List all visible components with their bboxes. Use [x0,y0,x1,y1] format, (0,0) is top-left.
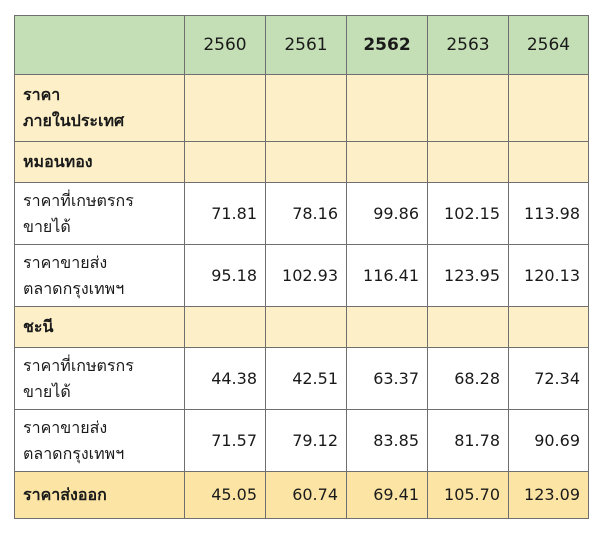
row-label: หมอนทอง [14,141,185,183]
section-row-monthong: หมอนทอง [14,141,589,183]
value-cell: 102.15 [427,182,509,245]
row-label-line: ตลาดกรุงเทพฯ [23,278,125,298]
header-corner-cell [14,15,185,75]
value-cell [346,141,428,183]
value-cell [265,141,347,183]
value-cell: 120.13 [508,244,589,307]
value-cell [427,306,509,348]
value-cell [265,74,347,142]
export-price-row: ราคาส่งออก 45.05 60.74 69.41 105.70 123.… [14,471,589,519]
value-cell: 63.37 [346,347,428,410]
value-cell [508,74,589,142]
row-label-line: หมอนทอง [23,152,93,171]
value-cell: 44.38 [184,347,266,410]
value-cell: 42.51 [265,347,347,410]
year-header: 2562 [346,15,428,75]
row-label-line: ราคาที่เกษตรกร [23,355,134,375]
row-label-line: ขายได้ [23,216,71,236]
value-cell: 45.05 [184,471,266,519]
row-label-line: ตลาดกรุงเทพฯ [23,443,125,463]
table-row: ราคาที่เกษตรกร ขายได้ 44.38 42.51 63.37 … [14,347,589,410]
value-cell: 90.69 [508,409,589,472]
value-cell: 95.18 [184,244,266,307]
year-header: 2563 [427,15,509,75]
value-cell [346,74,428,142]
value-cell [184,141,266,183]
value-cell [508,306,589,348]
row-label-line: ราคาที่เกษตรกร [23,190,134,210]
year-header: 2564 [508,15,589,75]
value-cell: 113.98 [508,182,589,245]
price-table: 2560 2561 2562 2563 2564 ราคา ภายในประเท… [14,15,589,519]
row-label: ราคา ภายในประเทศ [14,74,185,142]
row-label: ราคาที่เกษตรกร ขายได้ [14,182,185,245]
row-label: ราคาส่งออก [14,471,185,519]
row-label-line: ชะนี [23,317,54,336]
value-cell: 71.81 [184,182,266,245]
row-label-line: ราคาขายส่ง [23,417,108,437]
row-label-line: ราคาขายส่ง [23,252,108,272]
value-cell: 72.34 [508,347,589,410]
value-cell: 123.95 [427,244,509,307]
row-label: ราคาที่เกษตรกร ขายได้ [14,347,185,410]
value-cell: 81.78 [427,409,509,472]
header-row: 2560 2561 2562 2563 2564 [14,15,589,75]
value-cell [184,306,266,348]
row-label-line: ภายในประเทศ [23,111,125,130]
value-cell: 102.93 [265,244,347,307]
row-label-line: ขายได้ [23,381,71,401]
table-row: ราคาที่เกษตรกร ขายได้ 71.81 78.16 99.86 … [14,182,589,245]
section-row-domestic-price: ราคา ภายในประเทศ [14,74,589,142]
row-label: ชะนี [14,306,185,348]
year-header: 2560 [184,15,266,75]
value-cell: 68.28 [427,347,509,410]
value-cell [427,141,509,183]
value-cell [508,141,589,183]
row-label: ราคาขายส่ง ตลาดกรุงเทพฯ [14,409,185,472]
value-cell: 123.09 [508,471,589,519]
value-cell [184,74,266,142]
row-label: ราคาขายส่ง ตลาดกรุงเทพฯ [14,244,185,307]
value-cell: 83.85 [346,409,428,472]
section-row-chanee: ชะนี [14,306,589,348]
value-cell: 60.74 [265,471,347,519]
value-cell [346,306,428,348]
year-header: 2561 [265,15,347,75]
value-cell: 99.86 [346,182,428,245]
row-label-line: ราคา [23,85,61,104]
table-row: ราคาขายส่ง ตลาดกรุงเทพฯ 71.57 79.12 83.8… [14,409,589,472]
value-cell [265,306,347,348]
table-row: ราคาขายส่ง ตลาดกรุงเทพฯ 95.18 102.93 116… [14,244,589,307]
row-label-line: ราคาส่งออก [23,485,107,504]
value-cell: 69.41 [346,471,428,519]
value-cell: 105.70 [427,471,509,519]
value-cell: 78.16 [265,182,347,245]
value-cell: 79.12 [265,409,347,472]
value-cell: 71.57 [184,409,266,472]
value-cell [427,74,509,142]
value-cell: 116.41 [346,244,428,307]
